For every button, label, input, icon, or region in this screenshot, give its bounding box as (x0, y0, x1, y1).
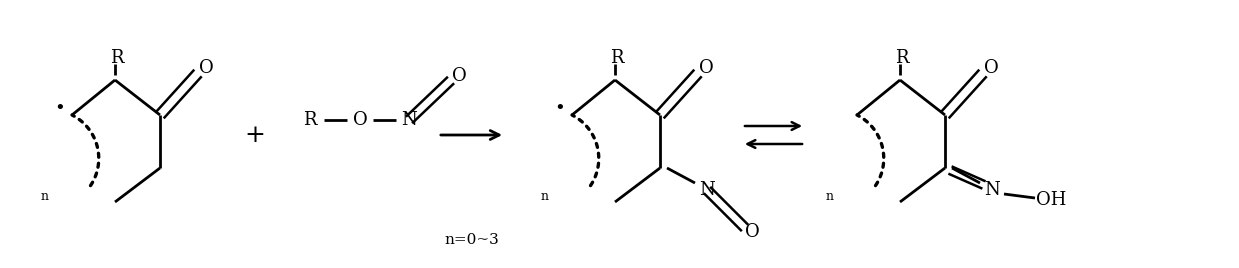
Text: O: O (699, 59, 714, 77)
Text: n: n (41, 190, 50, 203)
Text: n=0~3: n=0~3 (444, 233, 499, 247)
Text: +: + (244, 124, 265, 147)
Text: •: • (555, 100, 565, 118)
Text: R: R (611, 49, 623, 67)
Text: N: N (401, 111, 416, 129)
Text: R: R (110, 49, 124, 67)
Text: O: O (745, 223, 760, 241)
Text: N: N (984, 181, 1000, 199)
Text: R: R (896, 49, 908, 67)
Text: O: O (353, 111, 368, 129)
Text: N: N (699, 181, 715, 199)
Text: n: n (826, 190, 834, 203)
Text: O: O (198, 59, 213, 77)
Text: •: • (55, 100, 66, 118)
Text: OH: OH (1036, 191, 1067, 209)
Text: R: R (304, 111, 317, 129)
Text: O: O (984, 59, 999, 77)
Text: O: O (452, 67, 466, 85)
Text: n: n (541, 190, 549, 203)
